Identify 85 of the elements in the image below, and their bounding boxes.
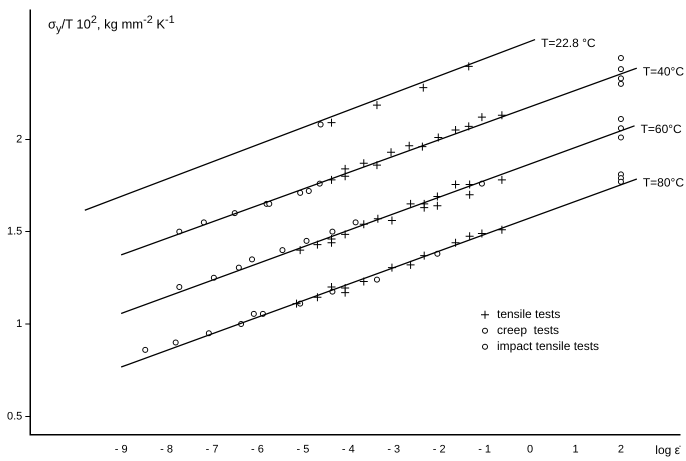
x-tick-label: - 4 bbox=[342, 443, 355, 456]
point bbox=[477, 228, 486, 238]
point bbox=[420, 203, 429, 212]
x-tick-label: - 8 bbox=[160, 443, 174, 456]
point bbox=[249, 256, 256, 262]
point bbox=[359, 158, 368, 168]
point bbox=[618, 75, 624, 82]
y-tick-label: 0.5 bbox=[6, 410, 22, 422]
point bbox=[477, 112, 486, 122]
series-label: T=40°C bbox=[642, 64, 684, 78]
y-tick-label: 1 bbox=[16, 318, 22, 330]
point bbox=[465, 190, 474, 200]
point bbox=[387, 263, 396, 272]
point bbox=[372, 160, 382, 170]
point bbox=[296, 246, 305, 255]
point bbox=[318, 122, 324, 128]
point bbox=[387, 216, 396, 226]
point bbox=[451, 180, 460, 190]
point bbox=[465, 232, 474, 241]
point bbox=[406, 260, 416, 270]
point bbox=[327, 118, 336, 128]
x-tick-label: 2 bbox=[618, 443, 624, 456]
point bbox=[340, 172, 350, 181]
point bbox=[340, 230, 350, 239]
y-tick-label: 1.5 bbox=[6, 226, 22, 238]
point bbox=[464, 122, 474, 131]
point bbox=[142, 346, 148, 353]
x-tick-label: - 2 bbox=[432, 443, 446, 456]
point bbox=[497, 225, 506, 234]
point bbox=[465, 180, 474, 190]
point bbox=[329, 228, 336, 235]
point bbox=[372, 100, 382, 110]
point bbox=[497, 110, 506, 120]
point bbox=[292, 299, 302, 308]
point bbox=[618, 178, 624, 185]
x-tick-label: 0 bbox=[527, 443, 534, 456]
point bbox=[250, 310, 257, 317]
point bbox=[327, 282, 336, 292]
point bbox=[451, 238, 460, 248]
point bbox=[340, 164, 350, 174]
point bbox=[418, 142, 427, 152]
x-tick-label: - 6 bbox=[251, 443, 264, 456]
point bbox=[304, 238, 310, 244]
x-tick-label: - 5 bbox=[296, 443, 310, 456]
point bbox=[618, 66, 624, 72]
point bbox=[373, 214, 382, 224]
point bbox=[172, 339, 179, 346]
legend-label: creep tests bbox=[497, 323, 560, 338]
point bbox=[359, 220, 368, 229]
point bbox=[279, 247, 286, 254]
point bbox=[434, 132, 443, 142]
x-tick-label: - 3 bbox=[387, 443, 400, 456]
point bbox=[418, 83, 428, 92]
point bbox=[618, 55, 624, 62]
x-tick-label: - 1 bbox=[478, 443, 492, 456]
point bbox=[386, 148, 396, 157]
point bbox=[352, 219, 359, 226]
x-axis-title: log ε̇ bbox=[655, 443, 681, 458]
point bbox=[306, 188, 312, 194]
legend-label: tensile tests bbox=[497, 307, 560, 322]
point bbox=[312, 240, 322, 250]
point bbox=[464, 62, 474, 71]
point bbox=[618, 116, 624, 122]
point bbox=[618, 134, 624, 140]
legend-label: impact tensile tests bbox=[497, 339, 600, 354]
point bbox=[432, 201, 442, 210]
y-tick-label: 2 bbox=[16, 133, 22, 146]
x-tick-label: - 9 bbox=[114, 443, 128, 456]
point bbox=[404, 141, 414, 150]
point bbox=[340, 283, 350, 292]
point bbox=[406, 199, 416, 208]
point bbox=[618, 80, 624, 87]
point bbox=[327, 175, 336, 184]
series-label: T=60°C bbox=[640, 122, 682, 136]
y-axis-title: σ$_{y}$/T 10$^{2}$, kg mm$^{-2}$ K$^{-1}$ bbox=[48, 14, 175, 35]
series-label: T=80°C bbox=[642, 175, 684, 190]
series-label: T=22.8 °C bbox=[541, 36, 596, 50]
point bbox=[359, 277, 368, 286]
point bbox=[497, 175, 506, 184]
point bbox=[374, 276, 380, 283]
x-tick-label: - 7 bbox=[206, 443, 218, 456]
point bbox=[312, 292, 322, 302]
point bbox=[176, 284, 182, 290]
x-tick-label: 1 bbox=[572, 443, 579, 456]
point bbox=[420, 251, 429, 260]
